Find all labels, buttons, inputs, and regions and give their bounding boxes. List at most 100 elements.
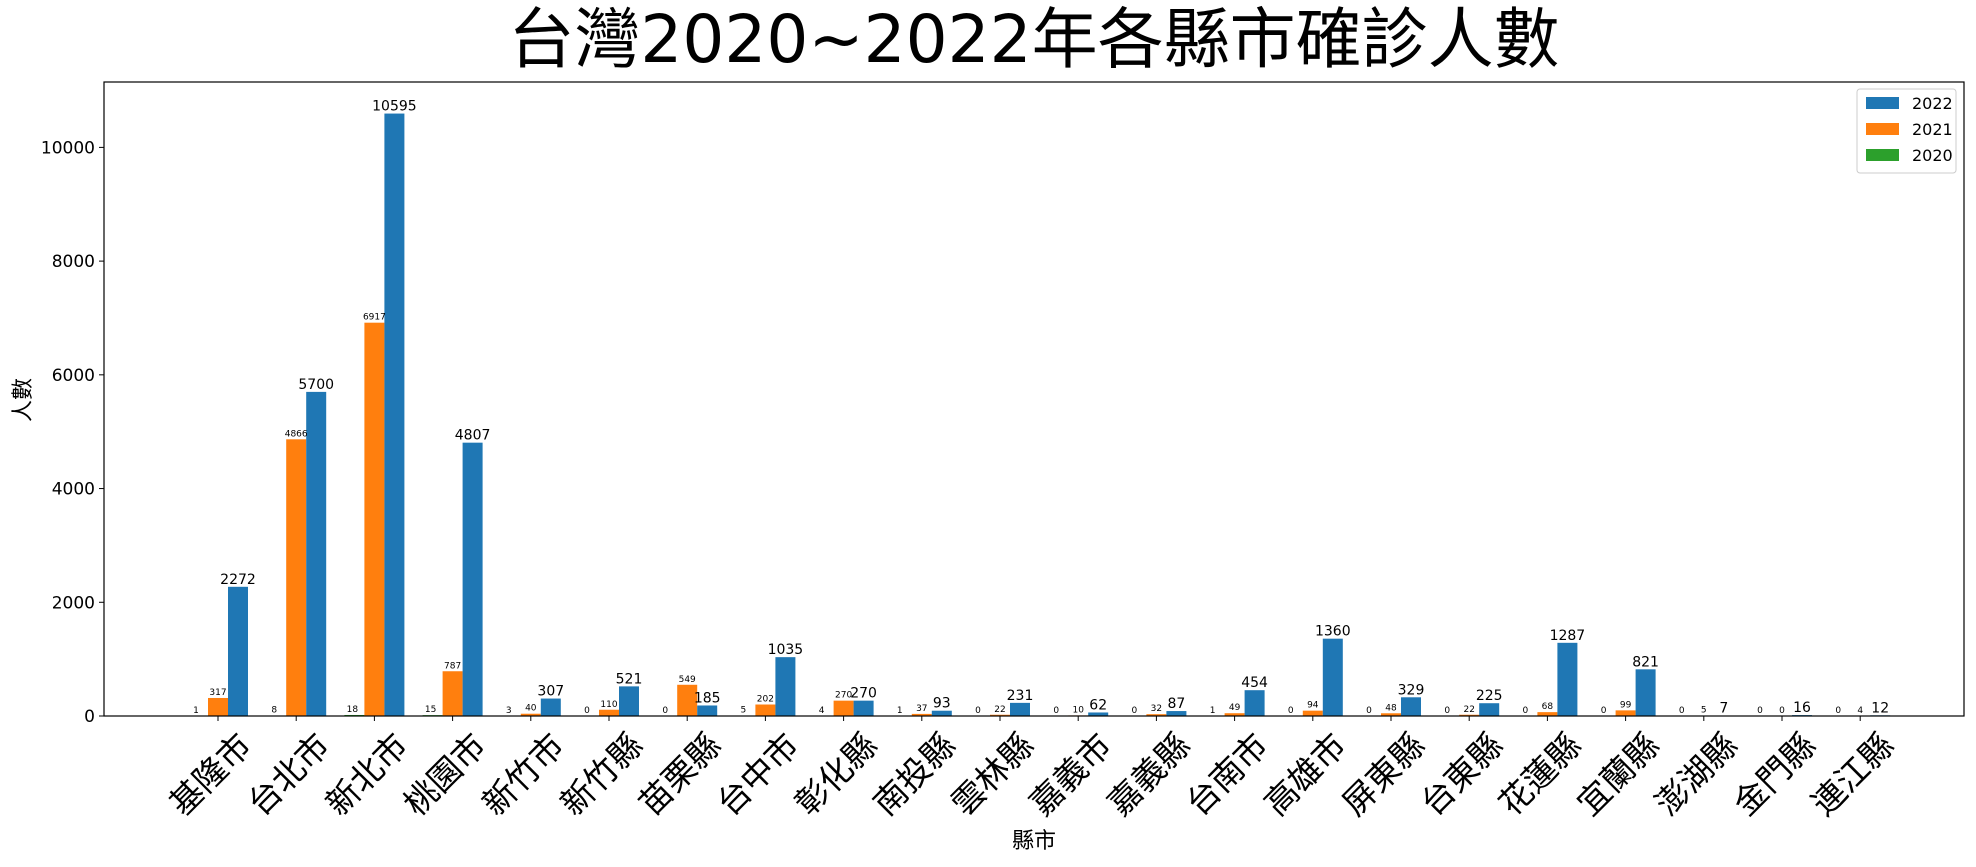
bar-2021-花蓮縣 bbox=[1537, 712, 1558, 716]
data-label-2020-宜蘭縣: 0 bbox=[1601, 706, 1607, 716]
data-label-2022-雲林縣: 231 bbox=[1007, 688, 1034, 704]
x-tick-label: 嘉義市 bbox=[1022, 726, 1120, 824]
data-label-2020-新竹市: 3 bbox=[506, 706, 512, 716]
x-tick-label: 屏東縣 bbox=[1335, 726, 1433, 824]
x-tick-label: 新竹縣 bbox=[553, 726, 651, 824]
legend-label-2022: 2022 bbox=[1912, 94, 1953, 113]
bar-2021-基隆市 bbox=[208, 697, 228, 716]
bar-2021-台南市 bbox=[1224, 713, 1245, 716]
data-label-2021-新竹縣: 110 bbox=[600, 700, 617, 710]
bar-2022-新竹市 bbox=[540, 698, 561, 716]
bar-2021-台北市 bbox=[286, 439, 307, 716]
data-label-2022-高雄市: 1360 bbox=[1315, 624, 1351, 640]
data-label-2022-宜蘭縣: 821 bbox=[1632, 654, 1659, 670]
bar-2022-台東縣 bbox=[1479, 703, 1500, 716]
bar-2021-新北市 bbox=[364, 322, 385, 716]
bar-2022-彰化縣 bbox=[853, 700, 874, 716]
x-tick-label: 澎湖縣 bbox=[1647, 726, 1745, 824]
data-label-2020-嘉義市: 0 bbox=[1053, 706, 1059, 716]
x-tick-label: 桃園市 bbox=[396, 726, 494, 824]
data-label-2022-新竹市: 307 bbox=[537, 684, 564, 700]
data-label-2020-彰化縣: 4 bbox=[819, 706, 825, 716]
data-label-2022-南投縣: 93 bbox=[933, 696, 951, 712]
data-label-2020-屏東縣: 0 bbox=[1366, 706, 1372, 716]
x-tick-label: 金門縣 bbox=[1726, 726, 1824, 824]
data-label-2021-苗栗縣: 549 bbox=[679, 675, 696, 685]
data-label-2022-桃園市: 4807 bbox=[455, 428, 491, 444]
bar-2021-南投縣 bbox=[911, 713, 932, 716]
x-tick-label: 苗栗縣 bbox=[631, 726, 729, 824]
data-label-2020-金門縣: 0 bbox=[1757, 706, 1763, 716]
data-label-2021-台北市: 4866 bbox=[285, 429, 308, 439]
bar-2022-新北市 bbox=[384, 113, 405, 716]
data-label-2020-新竹縣: 0 bbox=[584, 706, 590, 716]
data-label-2020-澎湖縣: 0 bbox=[1679, 706, 1685, 716]
x-tick-label: 台南市 bbox=[1178, 726, 1276, 824]
data-label-2022-新北市: 10595 bbox=[372, 99, 417, 115]
data-label-2022-台中市: 1035 bbox=[768, 642, 804, 658]
data-label-2022-台南市: 454 bbox=[1241, 675, 1268, 691]
x-tick-label: 雲林縣 bbox=[944, 726, 1042, 824]
x-tick-label: 高雄市 bbox=[1256, 726, 1354, 824]
data-label-2022-台北市: 5700 bbox=[298, 377, 334, 393]
bar-2022-嘉義市 bbox=[1088, 712, 1109, 716]
legend-swatch-2021 bbox=[1866, 123, 1899, 135]
data-label-2020-台中市: 5 bbox=[741, 706, 747, 716]
data-label-2021-台東縣: 22 bbox=[1463, 705, 1474, 715]
data-label-2021-台南市: 49 bbox=[1229, 703, 1241, 713]
bar-2022-屏東縣 bbox=[1401, 697, 1421, 716]
bar-2022-苗栗縣 bbox=[697, 705, 718, 716]
data-label-2021-連江縣: 4 bbox=[1857, 706, 1863, 716]
data-label-2022-嘉義市: 62 bbox=[1089, 697, 1107, 713]
y-tick-label: 8000 bbox=[52, 252, 95, 272]
y-tick-label: 0 bbox=[84, 707, 95, 727]
bar-2022-台中市 bbox=[775, 657, 796, 716]
y-ticks-layer: 0 2000 4000 6000 8000 10000 bbox=[41, 138, 104, 727]
x-tick-label: 新竹市 bbox=[474, 726, 572, 824]
chart-title: 台灣2020~2022年各縣市確診人數 bbox=[508, 1, 1559, 78]
data-label-2022-台東縣: 225 bbox=[1476, 688, 1503, 704]
data-label-2020-雲林縣: 0 bbox=[975, 706, 981, 716]
x-tick-label: 基隆市 bbox=[162, 726, 260, 824]
data-label-2022-苗栗縣: 185 bbox=[694, 690, 721, 706]
legend-label-2021: 2021 bbox=[1912, 120, 1953, 139]
data-label-2020-基隆市: 1 bbox=[193, 706, 199, 716]
bar-2021-高雄市 bbox=[1302, 710, 1323, 716]
data-label-2020-花蓮縣: 0 bbox=[1523, 706, 1529, 716]
x-axis-label: 縣市 bbox=[1012, 829, 1056, 854]
bar-2021-雲林縣 bbox=[990, 714, 1010, 716]
bar-2022-台北市 bbox=[306, 391, 327, 716]
data-label-2022-澎湖縣: 7 bbox=[1719, 701, 1728, 717]
y-tick-label: 10000 bbox=[41, 138, 95, 158]
y-tick-label: 4000 bbox=[52, 480, 95, 500]
x-tick-label: 連江縣 bbox=[1804, 726, 1902, 824]
x-tick-label: 宜蘭縣 bbox=[1569, 726, 1667, 824]
data-label-2021-南投縣: 37 bbox=[916, 704, 927, 714]
legend: 2022 2021 2020 bbox=[1856, 88, 1957, 174]
data-label-2022-嘉義縣: 87 bbox=[1167, 696, 1185, 712]
x-tick-label: 台北市 bbox=[240, 726, 338, 824]
data-label-2022-基隆市: 2272 bbox=[220, 572, 256, 588]
data-label-2022-新竹縣: 521 bbox=[616, 671, 643, 687]
legend-label-2020: 2020 bbox=[1912, 146, 1953, 165]
y-axis-label: 人數 bbox=[11, 378, 36, 422]
data-label-2020-苗栗縣: 0 bbox=[662, 706, 668, 716]
data-label-2021-桃園市: 787 bbox=[444, 661, 461, 671]
bars-layer bbox=[188, 113, 1891, 716]
data-label-2021-澎湖縣: 5 bbox=[1701, 706, 1707, 716]
bar-2021-屏東縣 bbox=[1381, 713, 1401, 716]
data-label-2021-嘉義市: 10 bbox=[1072, 705, 1084, 715]
bar-2021-台東縣 bbox=[1459, 714, 1480, 716]
data-label-2022-連江縣: 12 bbox=[1871, 700, 1889, 716]
data-label-2020-桃園市: 15 bbox=[425, 705, 436, 715]
bar-2021-宜蘭縣 bbox=[1615, 710, 1636, 716]
x-tick-label: 新北市 bbox=[318, 726, 416, 824]
data-label-2022-彰化縣: 270 bbox=[850, 686, 877, 702]
bar-2022-雲林縣 bbox=[1010, 702, 1030, 716]
x-tick-label: 台東縣 bbox=[1413, 726, 1511, 824]
y-tick-label: 6000 bbox=[52, 366, 95, 386]
bar-2021-台中市 bbox=[755, 704, 776, 716]
data-label-2021-新北市: 6917 bbox=[363, 313, 386, 323]
